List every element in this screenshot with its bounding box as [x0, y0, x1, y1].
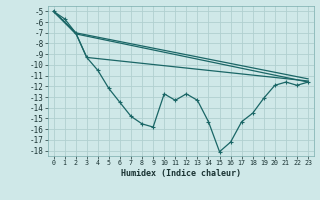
X-axis label: Humidex (Indice chaleur): Humidex (Indice chaleur) [121, 169, 241, 178]
